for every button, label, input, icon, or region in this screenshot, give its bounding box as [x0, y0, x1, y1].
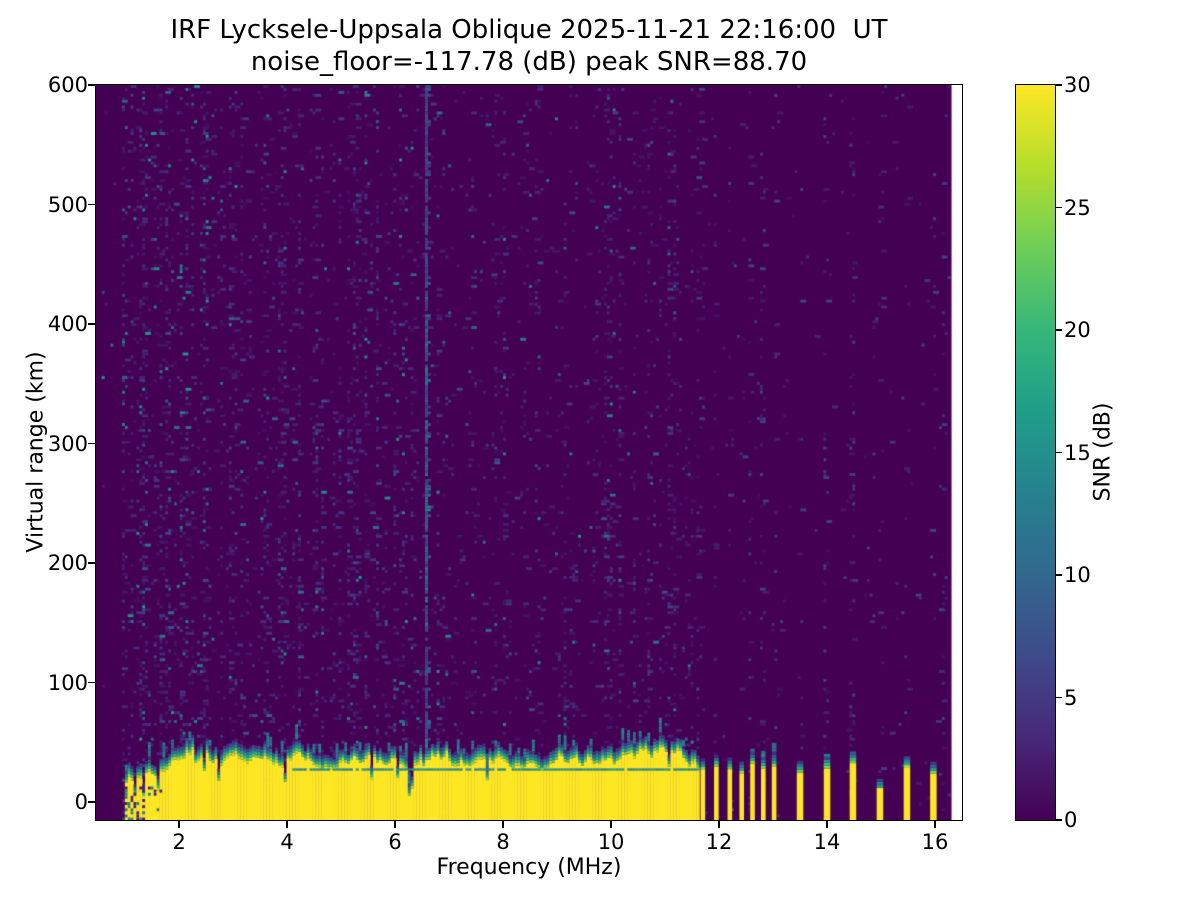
colorbar-tick-label: 0: [1064, 808, 1078, 832]
x-tick: [718, 821, 720, 828]
colorbar-tick: [1055, 206, 1062, 209]
x-tick: [394, 821, 396, 828]
y-tick-label: 100: [47, 670, 88, 695]
colorbar-tick: [1055, 451, 1062, 454]
colorbar-label: SNR (dB): [1090, 402, 1116, 502]
colorbar-tick-label: 20: [1064, 318, 1091, 342]
y-axis-label: Virtual range (km): [23, 351, 49, 553]
colorbar-tick-label: 15: [1064, 440, 1091, 465]
x-tick: [286, 821, 288, 828]
y-tick: [88, 801, 95, 803]
y-tick-label: 300: [47, 431, 88, 456]
y-tick: [88, 681, 95, 684]
x-tick-label: 14: [813, 830, 841, 854]
y-tick: [88, 442, 95, 445]
colorbar-tick-label: 5: [1064, 685, 1078, 710]
x-tick-label: 6: [388, 830, 402, 854]
y-tick-label: 0: [74, 790, 88, 815]
y-tick: [88, 84, 95, 86]
y-tick-label: 600: [47, 73, 88, 97]
colorbar-tick: [1055, 696, 1062, 699]
x-tick: [502, 821, 504, 828]
x-tick-label: 10: [597, 830, 625, 854]
x-tick: [934, 821, 936, 828]
y-tick: [88, 203, 95, 206]
x-axis-label: Frequency (MHz): [436, 855, 622, 880]
y-tick-label: 200: [47, 551, 88, 576]
x-tick-label: 16: [921, 830, 949, 854]
y-tick-label: 500: [47, 192, 88, 217]
x-tick-label: 12: [705, 830, 733, 854]
x-tick-label: 2: [172, 830, 186, 854]
x-tick: [610, 821, 612, 828]
figure-title-line1: IRF Lycksele-Uppsala Oblique 2025-11-21 …: [170, 15, 888, 45]
x-tick: [178, 821, 180, 828]
x-tick-label: 4: [280, 830, 294, 854]
colorbar: [1015, 84, 1056, 821]
colorbar-gradient: [1016, 85, 1055, 820]
colorbar-tick-label: 30: [1064, 73, 1091, 97]
colorbar-tick-label: 25: [1064, 195, 1091, 220]
x-tick-label: 8: [496, 830, 510, 854]
colorbar-tick: [1055, 819, 1062, 821]
colorbar-tick: [1055, 574, 1062, 576]
colorbar-tick: [1055, 329, 1062, 331]
y-tick-label: 400: [47, 312, 88, 337]
y-tick: [88, 323, 95, 325]
figure-title-line2: noise_floor=-117.78 (dB) peak SNR=88.70: [250, 47, 808, 77]
x-tick: [826, 821, 828, 828]
y-tick: [88, 562, 95, 564]
snr-heatmap-canvas: [96, 85, 962, 820]
colorbar-tick-label: 10: [1064, 563, 1091, 587]
colorbar-tick: [1055, 84, 1062, 86]
